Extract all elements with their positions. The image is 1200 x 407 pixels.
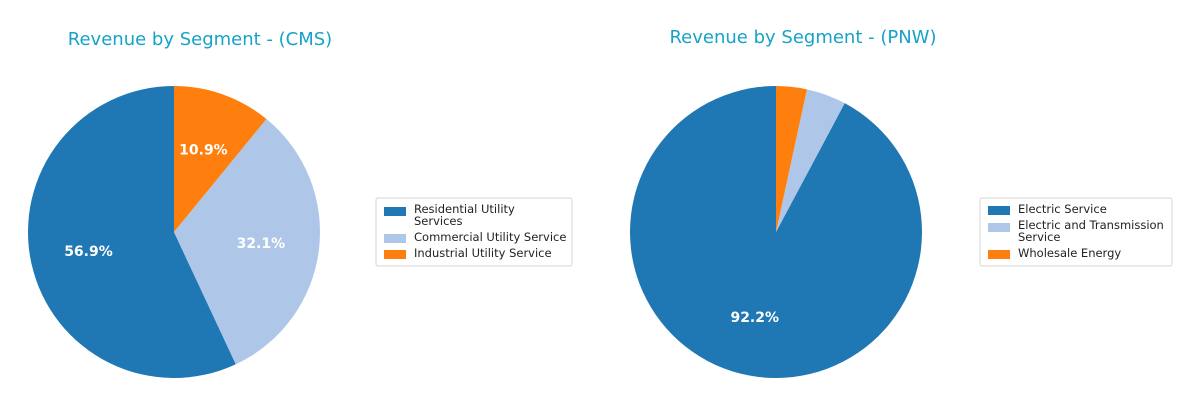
cms-legend-item: Industrial Utility Service bbox=[384, 246, 552, 260]
cms-slice-commercial-utility-service bbox=[174, 118, 320, 365]
cms-legend-item: Commercial Utility Service bbox=[384, 230, 566, 244]
cms-slice-percent-label: 56.9% bbox=[64, 244, 113, 260]
cms-legend-item: Residential Utility Services bbox=[384, 202, 515, 228]
pnw-legend-label: Electric Service bbox=[1018, 202, 1107, 216]
pnw-slice-percent-label: 92.2% bbox=[730, 310, 779, 326]
pnw-legend-item: Electric Service bbox=[988, 202, 1107, 216]
cms-pie-chart: Revenue by Segment - (CMS) 56.9% 32.1% 10.9… bbox=[27, 29, 573, 378]
pnw-legend-item: Electric and Transmission Service bbox=[988, 218, 1164, 244]
pnw-legend-label: Electric and Transmission Service bbox=[1018, 218, 1164, 244]
cms-legend-swatch bbox=[384, 234, 406, 243]
cms-legend-swatch bbox=[384, 250, 406, 259]
pnw-legend-frame bbox=[979, 197, 1173, 267]
pnw-slice-electric-and-transmission-service bbox=[776, 89, 845, 233]
pnw-legend-item: Wholesale Energy bbox=[988, 246, 1121, 260]
cms-legend-label: Residential Utility Services bbox=[414, 202, 515, 228]
cms-slice-industrial-utility-service bbox=[174, 86, 267, 232]
cms-slice-residential-utility-services bbox=[27, 86, 236, 378]
pnw-slice-electric-service bbox=[629, 86, 922, 379]
cms-legend-label: Commercial Utility Service bbox=[414, 230, 566, 244]
pnw-legend-swatch bbox=[988, 250, 1010, 259]
pnw-chart-title: Revenue by Segment - (PNW) bbox=[669, 27, 936, 48]
cms-legend-swatch bbox=[384, 207, 406, 216]
cms-slice-percent-label: 10.9% bbox=[179, 142, 228, 158]
cms-legend-label: Industrial Utility Service bbox=[414, 246, 552, 260]
pnw-legend-swatch bbox=[988, 206, 1010, 215]
pnw-pie-chart: Revenue by Segment - (PNW) 92.2% Electric … bbox=[629, 27, 1173, 379]
cms-slice-percent-label: 32.1% bbox=[237, 236, 286, 252]
pnw-legend-swatch bbox=[988, 223, 1010, 232]
cms-chart-title: Revenue by Segment - (CMS) bbox=[68, 29, 332, 50]
pnw-legend-label: Wholesale Energy bbox=[1018, 246, 1121, 260]
cms-legend-frame bbox=[375, 197, 573, 267]
pnw-legend: Electric Service Electric and Transmissio… bbox=[979, 197, 1173, 267]
cms-legend: Residential Utility Services Commercial Ut… bbox=[375, 197, 573, 267]
pnw-slice-wholesale-energy bbox=[776, 86, 807, 232]
